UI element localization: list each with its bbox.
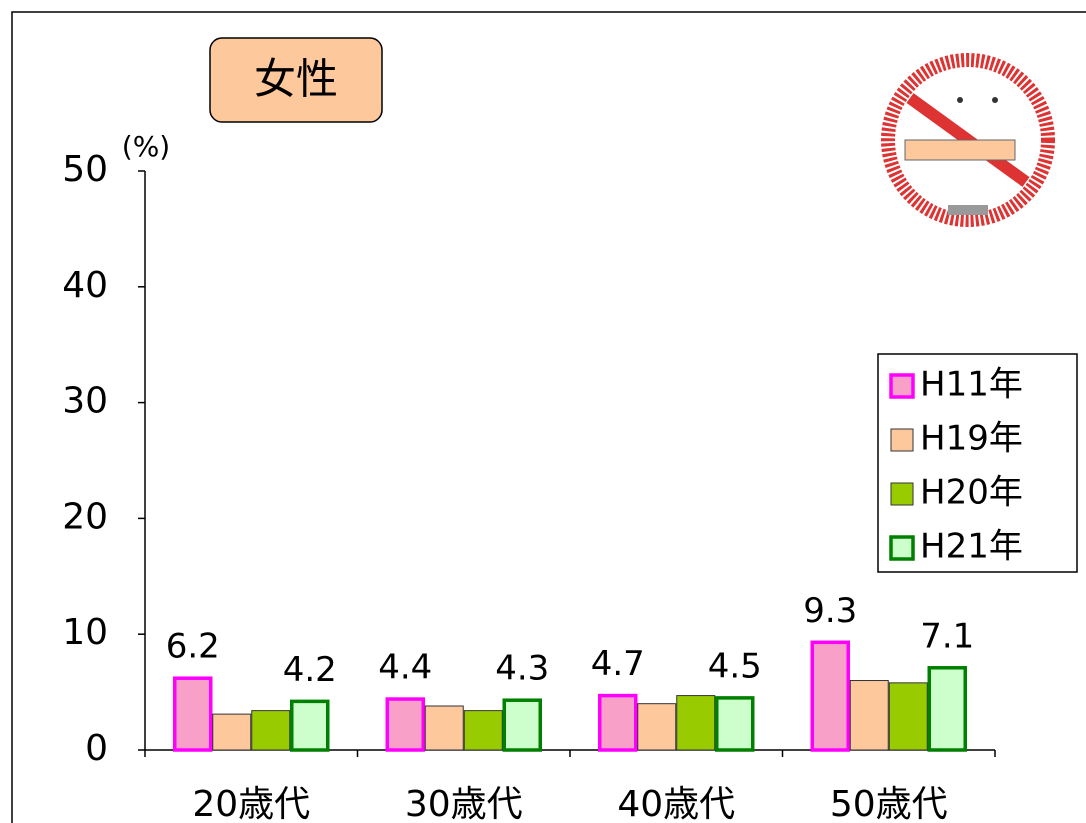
- legend-label: H21年: [920, 527, 1023, 567]
- data-label: 9.3: [803, 591, 857, 631]
- bar: [598, 693, 638, 752]
- legend-label: H11年: [920, 365, 1023, 405]
- data-label: 6.2: [166, 627, 220, 667]
- bar: [212, 713, 252, 751]
- chart-title: 女性: [254, 55, 338, 104]
- data-label: 4.5: [708, 646, 762, 686]
- bar: [927, 666, 967, 752]
- legend-swatch: [889, 373, 915, 399]
- legend-swatch: [889, 535, 915, 561]
- legend-swatch: [890, 428, 914, 452]
- bar: [810, 640, 850, 752]
- bar: [173, 676, 213, 752]
- bar: [502, 698, 542, 752]
- bar: [290, 699, 330, 752]
- no-smoking-icon: [881, 53, 1055, 227]
- y-tick-label: 40: [62, 265, 108, 306]
- bar: [424, 705, 464, 751]
- y-tick-label: 20: [62, 496, 108, 537]
- bar: [463, 710, 503, 751]
- legend-label: H19年: [920, 419, 1023, 459]
- bar: [849, 680, 889, 751]
- y-tick-label: 0: [85, 728, 108, 769]
- title-box: [209, 37, 383, 123]
- x-tick-label: 20歳代: [192, 784, 310, 823]
- bar: [715, 696, 755, 752]
- bar: [251, 710, 291, 751]
- bar: [676, 695, 716, 751]
- legend-swatch: [890, 482, 914, 506]
- bar: [385, 697, 425, 752]
- x-tick-label: 40歳代: [617, 784, 735, 823]
- bar: [637, 703, 677, 751]
- data-label: 4.3: [495, 649, 549, 689]
- bar: [888, 682, 928, 751]
- frame: [11, 11, 1086, 823]
- y-unit: (%): [122, 130, 170, 163]
- y-tick-label: 30: [62, 381, 108, 422]
- data-label: 4.7: [591, 644, 645, 684]
- data-label: 4.4: [378, 648, 432, 688]
- data-label: 4.2: [283, 650, 337, 690]
- data-label: 7.1: [920, 616, 974, 656]
- y-tick-label: 10: [62, 612, 108, 653]
- x-tick-label: 30歳代: [405, 784, 523, 823]
- y-tick-label: 50: [62, 149, 108, 190]
- legend-label: H20年: [920, 473, 1023, 513]
- x-tick-label: 50歳代: [830, 784, 948, 823]
